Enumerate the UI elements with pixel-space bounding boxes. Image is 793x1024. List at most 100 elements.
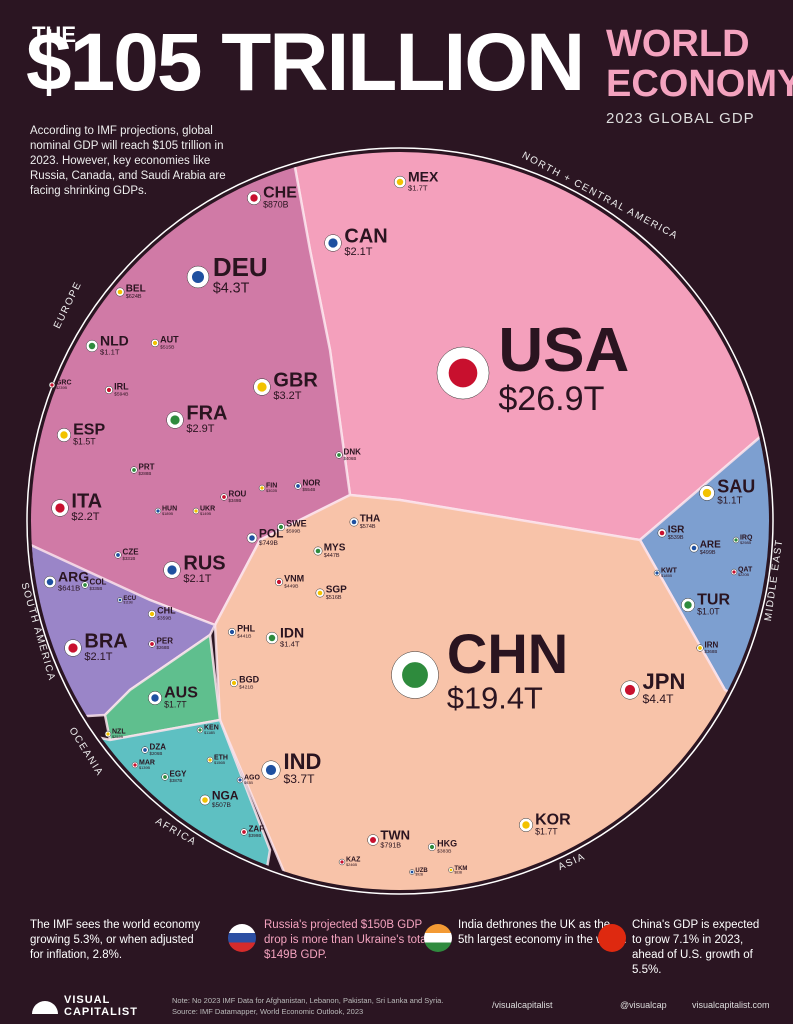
country-code: AGO [244,775,260,782]
flag-center [151,694,159,702]
country-code: KEN [204,725,219,732]
country-value: $246B [346,863,358,867]
flag-center [402,662,428,688]
flag-center [250,194,258,202]
country-value: $594B [114,391,129,397]
country-code: CAN [344,225,387,247]
country-value: $4.4T [643,692,675,706]
footnote: China's GDP is expected to grow 7.1% in … [632,919,760,976]
logo-line: VISUAL [64,994,111,1006]
country-code: CHL [157,606,176,616]
social-link[interactable]: visualcapitalist.com [692,1000,770,1010]
flag-center [659,530,665,536]
country-code: ITA [71,490,102,512]
country-value: $118B [204,731,215,735]
country-value: $574B [360,524,376,530]
country-code: RUS [183,552,225,574]
country-value: $539B [668,535,684,541]
country-value: $335B [90,586,103,591]
country-value: $331B [123,556,136,561]
country-value: $19.4T [447,680,543,715]
flag-center [132,468,136,472]
footnote: Russia's projected $150B GDP drop is mor… [264,919,430,961]
notes: Note: No 2023 IMF Data for Afghanistan, … [172,995,443,1017]
country-value: $189B [162,512,174,516]
flag-center [60,431,68,439]
country-value: $252B [112,735,124,739]
flag-center [156,509,160,513]
flag-center [150,642,154,646]
country-value: $2.9T [186,423,214,435]
country-code: SGP [326,585,347,596]
country-value: $92B [415,873,424,877]
flag-center [88,342,96,350]
country-value: $1.1T [717,496,742,507]
flag-center [242,830,246,834]
country-value: $641B [58,583,80,592]
social-link[interactable]: @visualcap [620,1000,667,1010]
flag-center [265,764,277,776]
country-value: $870B [263,200,289,210]
country-value: $421B [239,684,254,690]
flag-center [691,545,697,551]
flag-center [106,732,110,736]
flag-center [238,778,242,782]
country-value: $447B [324,553,340,559]
social-link[interactable]: /visualcapitalist [492,1000,553,1010]
intro: According to IMF projections, global nom… [30,125,226,197]
country-code: FIN [266,483,277,490]
country-value: $26.9T [498,380,604,418]
flag-center [68,643,78,653]
country-code: ARG [58,569,89,585]
flag-center [231,680,237,686]
country-code: NOR [303,479,321,488]
country-value: $3.7T [284,772,316,786]
flag-center [296,484,300,488]
flag-center [229,629,235,635]
flag-center [734,538,738,542]
country-value: $119B [123,601,133,605]
country-code: UKR [200,506,215,513]
logo: VISUAL CAPITALIST [64,994,138,1018]
country-code: IDN [280,625,304,641]
country-code: ZAF [249,825,265,834]
title-prefix: THE [32,22,76,47]
country-value: $624B [126,294,142,300]
flag-center [202,797,208,803]
country-value: $1.1T [100,347,120,356]
flag-center [396,178,404,186]
country-code: IRN [705,641,719,650]
flag-center [317,590,323,596]
flag-center [655,571,659,575]
logo-line: CAPITALIST [64,1006,138,1018]
country-value: $515B [160,344,175,350]
country-value: $288B [139,471,152,476]
country-value: $1.0T [697,607,720,617]
flag-center [260,486,264,490]
country-code: MYS [324,543,346,554]
country-value: $368B [705,649,718,654]
country-value: $1.4T [280,639,300,648]
flag-center [208,758,212,762]
country-code: BRA [84,630,127,652]
country-code: KOR [535,811,571,828]
country-code: PHL [237,624,256,634]
country-code: MAR [139,760,155,767]
flag-center [222,495,226,499]
country-code: DEU [213,252,268,282]
country-code: SAU [717,476,755,496]
country-value: $139B [139,766,151,770]
country-value: $3.2T [273,390,301,402]
country-code: SWE [286,519,307,529]
footnote: The IMF sees the world economy growing 5… [30,919,201,961]
country-value: $749B [259,540,279,547]
country-value: $2.1T [344,246,372,258]
flag-center [83,583,87,587]
country-code: CHE [263,184,297,201]
region-label: EUROPE [52,280,84,331]
region-label: ASIA [557,851,588,873]
flag-center [732,570,736,574]
title: $105 TRILLION [26,17,585,108]
country-code: NGA [212,789,239,803]
country-code: PRT [139,463,155,472]
